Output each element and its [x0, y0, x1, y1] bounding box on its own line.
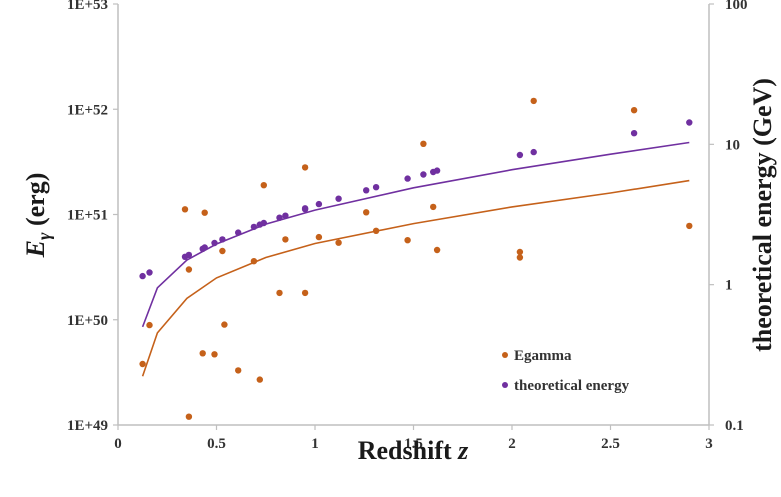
- data-point-egamma: [181, 206, 189, 213]
- data-point-egamma: [201, 209, 208, 216]
- y-left-tick-label: 1E+51: [67, 208, 108, 224]
- data-point-theoretical-energy: [315, 200, 323, 208]
- y-left-ticks: 1E+49 1E+50 1E+51 1E+52 1E+53: [67, 0, 118, 434]
- data-point-egamma: [250, 258, 258, 265]
- y-left-tick-label: 1E+53: [67, 0, 108, 13]
- data-point-theoretical-energy: [516, 151, 524, 159]
- data-point-theoretical-energy: [630, 130, 638, 137]
- data-point-theoretical-energy: [301, 205, 309, 212]
- trendline-theoretical-energy: [141, 141, 690, 328]
- trendline-egamma: [141, 179, 690, 377]
- legend-marker-egamma: [502, 352, 508, 358]
- data-point-egamma: [260, 182, 267, 189]
- y-axis-right-title: theoretical energy (GeV): [748, 78, 777, 352]
- data-point-theoretical-energy: [363, 187, 370, 194]
- data-point-theoretical-energy: [260, 219, 267, 227]
- data-point-egamma: [146, 321, 153, 329]
- data-point-egamma: [185, 266, 193, 273]
- data-point-egamma: [630, 107, 638, 114]
- data-point-egamma: [430, 203, 437, 211]
- data-point-egamma: [372, 227, 380, 234]
- data-point-egamma: [530, 97, 537, 105]
- data-point-theoretical-energy: [404, 175, 411, 182]
- y-right-tick-label: 100: [725, 0, 748, 13]
- y-right-tick-label: 10: [725, 137, 740, 153]
- x-tick-label: 1.5: [404, 436, 423, 452]
- data-point-theoretical-energy: [235, 229, 242, 236]
- x-tick-label: 1: [311, 436, 319, 452]
- data-point-theoretical-energy: [201, 244, 208, 251]
- data-point-egamma: [282, 236, 289, 243]
- data-point-egamma: [301, 164, 309, 171]
- legend: Egamma theoretical energy: [502, 348, 630, 394]
- trendlines: [141, 141, 690, 377]
- data-point-theoretical-energy: [219, 236, 226, 243]
- data-point-theoretical-energy: [686, 119, 693, 126]
- legend-marker-theoretical: [502, 382, 508, 388]
- data-point-egamma: [221, 321, 228, 328]
- data-point-egamma: [404, 237, 411, 244]
- data-point-egamma: [185, 413, 193, 420]
- x-tick-label: 0.5: [207, 436, 226, 452]
- data-point-theoretical-energy: [276, 214, 283, 221]
- legend-label-theoretical: theoretical energy: [514, 378, 630, 394]
- data-point-egamma: [219, 247, 226, 255]
- data-point-theoretical-energy: [211, 239, 218, 247]
- data-point-theoretical-energy: [146, 269, 153, 276]
- y-left-tick-label: 1E+49: [67, 418, 108, 434]
- data-point-egamma: [199, 350, 206, 357]
- data-point-egamma: [420, 140, 427, 147]
- data-point-egamma: [235, 367, 242, 374]
- y-right-ticks: 0.1 1 10 100: [709, 0, 748, 434]
- data-point-egamma: [139, 360, 146, 368]
- x-tick-label: 3: [705, 436, 713, 452]
- x-tick-label: 2: [508, 436, 516, 452]
- data-point-egamma: [516, 248, 524, 256]
- data-point-egamma: [433, 246, 441, 254]
- y-right-tick-label: 0.1: [725, 418, 744, 434]
- data-point-egamma: [363, 209, 370, 216]
- legend-label-egamma: Egamma: [514, 348, 572, 364]
- y-left-tick-label: 1E+52: [67, 102, 108, 118]
- data-point-egamma: [301, 289, 309, 297]
- data-point-egamma: [211, 351, 218, 358]
- data-point-egamma: [686, 222, 693, 230]
- x-tick-label: 0: [114, 436, 122, 452]
- data-point-theoretical-energy: [372, 184, 380, 191]
- x-ticks: 0 0.5 1 1.5 2 2.5 3: [114, 425, 713, 452]
- series-egamma: [139, 97, 693, 420]
- data-point-theoretical-energy: [139, 272, 146, 280]
- data-point-theoretical-energy: [433, 167, 441, 174]
- data-point-theoretical-energy: [420, 171, 427, 178]
- data-point-egamma: [516, 254, 524, 261]
- data-point-egamma: [256, 376, 263, 383]
- data-point-theoretical-energy: [282, 212, 289, 219]
- data-point-egamma: [335, 239, 342, 246]
- y-right-tick-label: 1: [725, 278, 733, 294]
- x-axis-title: Redshift z: [358, 436, 469, 465]
- y-left-tick-label: 1E+50: [67, 313, 108, 329]
- data-point-theoretical-energy: [250, 223, 258, 231]
- x-tick-label: 2.5: [601, 436, 620, 452]
- data-point-egamma: [276, 289, 283, 297]
- data-point-theoretical-energy: [185, 251, 193, 259]
- data-point-theoretical-energy: [335, 195, 342, 202]
- series-theoretical-energy: [139, 119, 693, 280]
- y-axis-left-title: Eγ (erg): [21, 173, 54, 259]
- data-point-egamma: [315, 233, 323, 241]
- data-point-theoretical-energy: [530, 148, 537, 156]
